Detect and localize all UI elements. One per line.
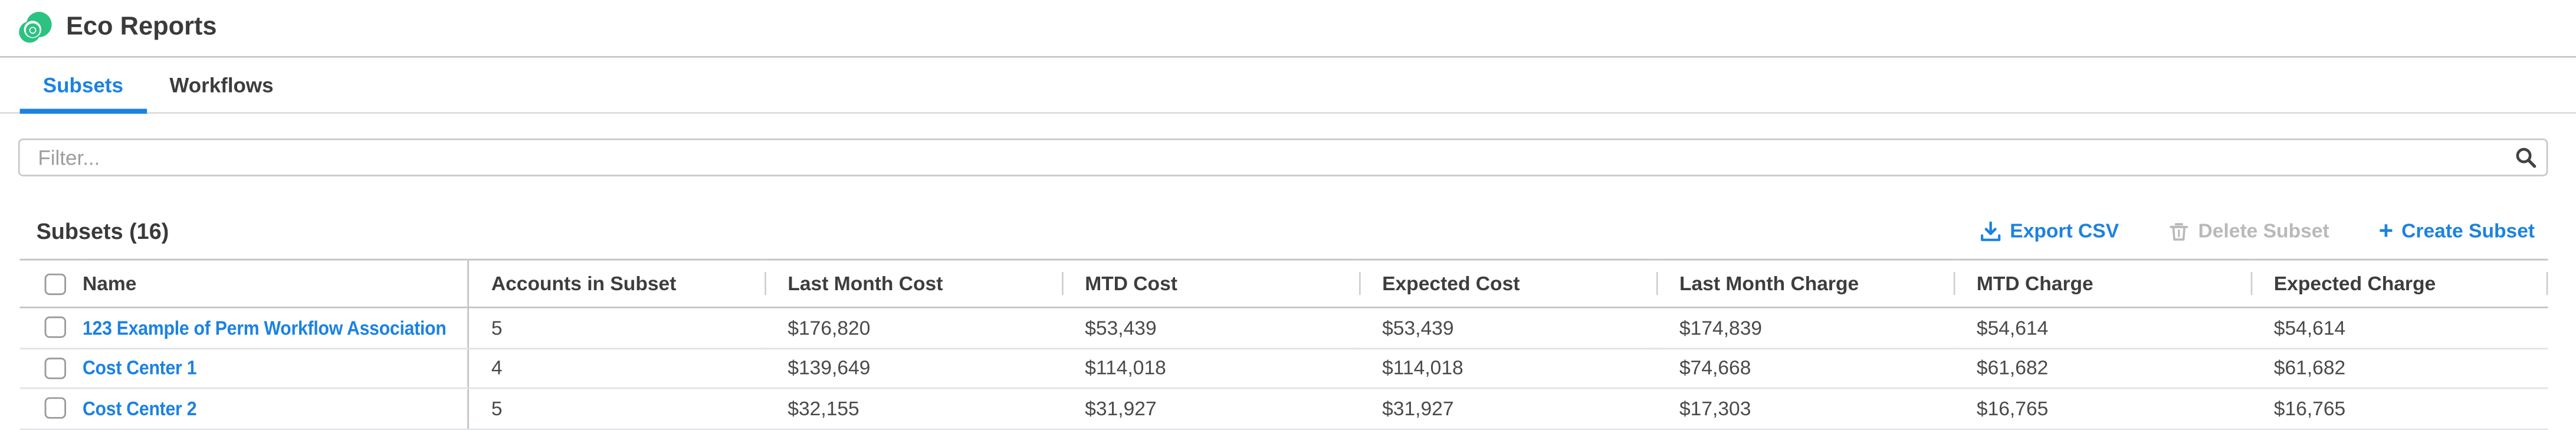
row-checkbox[interactable]	[44, 357, 66, 379]
subset-name-link[interactable]: Cost Center 1	[82, 356, 197, 380]
cell-expected-cost: $53,439	[1358, 307, 1656, 349]
col-header-last-month-charge: Last Month Charge	[1656, 260, 1954, 308]
cell-accounts: 5	[467, 388, 765, 430]
cell-expected-cost: $31,927	[1358, 388, 1656, 430]
table-row: Cost Center 2 5 $32,155 $31,927 $31,927 …	[19, 388, 2548, 430]
tab-bar: Subsets Workflows	[0, 58, 2576, 114]
col-header-expected-cost: Expected Cost	[1358, 260, 1656, 308]
col-header-mtd-cost: MTD Cost	[1062, 260, 1359, 308]
cell-last-month-cost: $139,649	[764, 347, 1062, 390]
col-header-mtd-charge: MTD Charge	[1953, 260, 2251, 308]
cell-last-month-cost: $176,820	[764, 307, 1062, 349]
cell-accounts: 5	[467, 307, 765, 349]
actions-toolbar: Export CSV Delete Subset + Create Subset	[1980, 218, 2535, 243]
cell-last-month-charge: $74,668	[1656, 347, 1954, 390]
export-csv-button[interactable]: Export CSV	[1980, 219, 2119, 242]
cell-expected-charge: $61,682	[2250, 347, 2548, 390]
col-header-last-month-cost: Last Month Cost	[764, 260, 1062, 308]
create-subset-label: Create Subset	[2401, 219, 2535, 242]
plus-icon: +	[2378, 216, 2394, 245]
download-icon	[1981, 220, 2001, 241]
filter-input[interactable]	[18, 138, 2548, 177]
subsets-table: Name Accounts in Subset Last Month Cost …	[19, 258, 2548, 430]
select-all-checkbox[interactable]	[44, 273, 66, 294]
cell-mtd-cost: $114,018	[1062, 347, 1359, 390]
cell-mtd-charge: $16,765	[1953, 388, 2251, 430]
cell-mtd-cost: $53,439	[1062, 307, 1359, 349]
row-checkbox[interactable]	[44, 398, 66, 420]
table-row: Cost Center 1 4 $139,649 $114,018 $114,0…	[19, 347, 2548, 390]
tab-workflows[interactable]: Workflows	[169, 73, 274, 97]
search-icon[interactable]	[2515, 147, 2536, 168]
col-header-expected-charge: Expected Charge	[2250, 260, 2548, 308]
export-csv-label: Export CSV	[2010, 219, 2119, 242]
cell-last-month-cost: $32,155	[764, 388, 1062, 430]
col-header-name: Name	[82, 260, 468, 308]
delete-subset-button[interactable]: Delete Subset	[2168, 219, 2329, 242]
cell-mtd-charge: $54,614	[1953, 307, 2251, 349]
cell-mtd-cost: $31,927	[1062, 388, 1359, 430]
cell-expected-cost: $114,018	[1358, 347, 1656, 390]
col-header-accounts: Accounts in Subset	[467, 260, 765, 308]
cell-last-month-charge: $17,303	[1656, 388, 1954, 430]
table-row: 123 Example of Perm Workflow Association…	[19, 307, 2548, 349]
delete-subset-label: Delete Subset	[2198, 219, 2329, 242]
subset-name-link[interactable]: Cost Center 2	[82, 397, 197, 421]
page-title: Eco Reports	[65, 13, 217, 41]
create-subset-button[interactable]: + Create Subset	[2379, 218, 2535, 243]
table-header-row: Name Accounts in Subset Last Month Cost …	[19, 260, 2548, 308]
cell-expected-charge: $16,765	[2250, 388, 2548, 430]
cell-expected-charge: $54,614	[2250, 307, 2548, 349]
app-header: Eco Reports	[0, 0, 2576, 58]
section-title: Subsets (16)	[36, 218, 169, 244]
cell-last-month-charge: $174,839	[1656, 307, 1954, 349]
trash-icon	[2170, 222, 2188, 240]
eco-logo-icon	[19, 11, 52, 42]
cell-mtd-charge: $61,682	[1953, 347, 2251, 390]
row-checkbox[interactable]	[44, 317, 66, 339]
tab-subsets[interactable]: Subsets	[19, 58, 147, 114]
subset-name-link[interactable]: 123 Example of Perm Workflow Association	[82, 316, 447, 340]
filter-bar	[18, 138, 2548, 177]
section-bar: Subsets (16) Export CSV Delete Subset	[37, 211, 2535, 251]
cell-accounts: 4	[467, 347, 765, 390]
